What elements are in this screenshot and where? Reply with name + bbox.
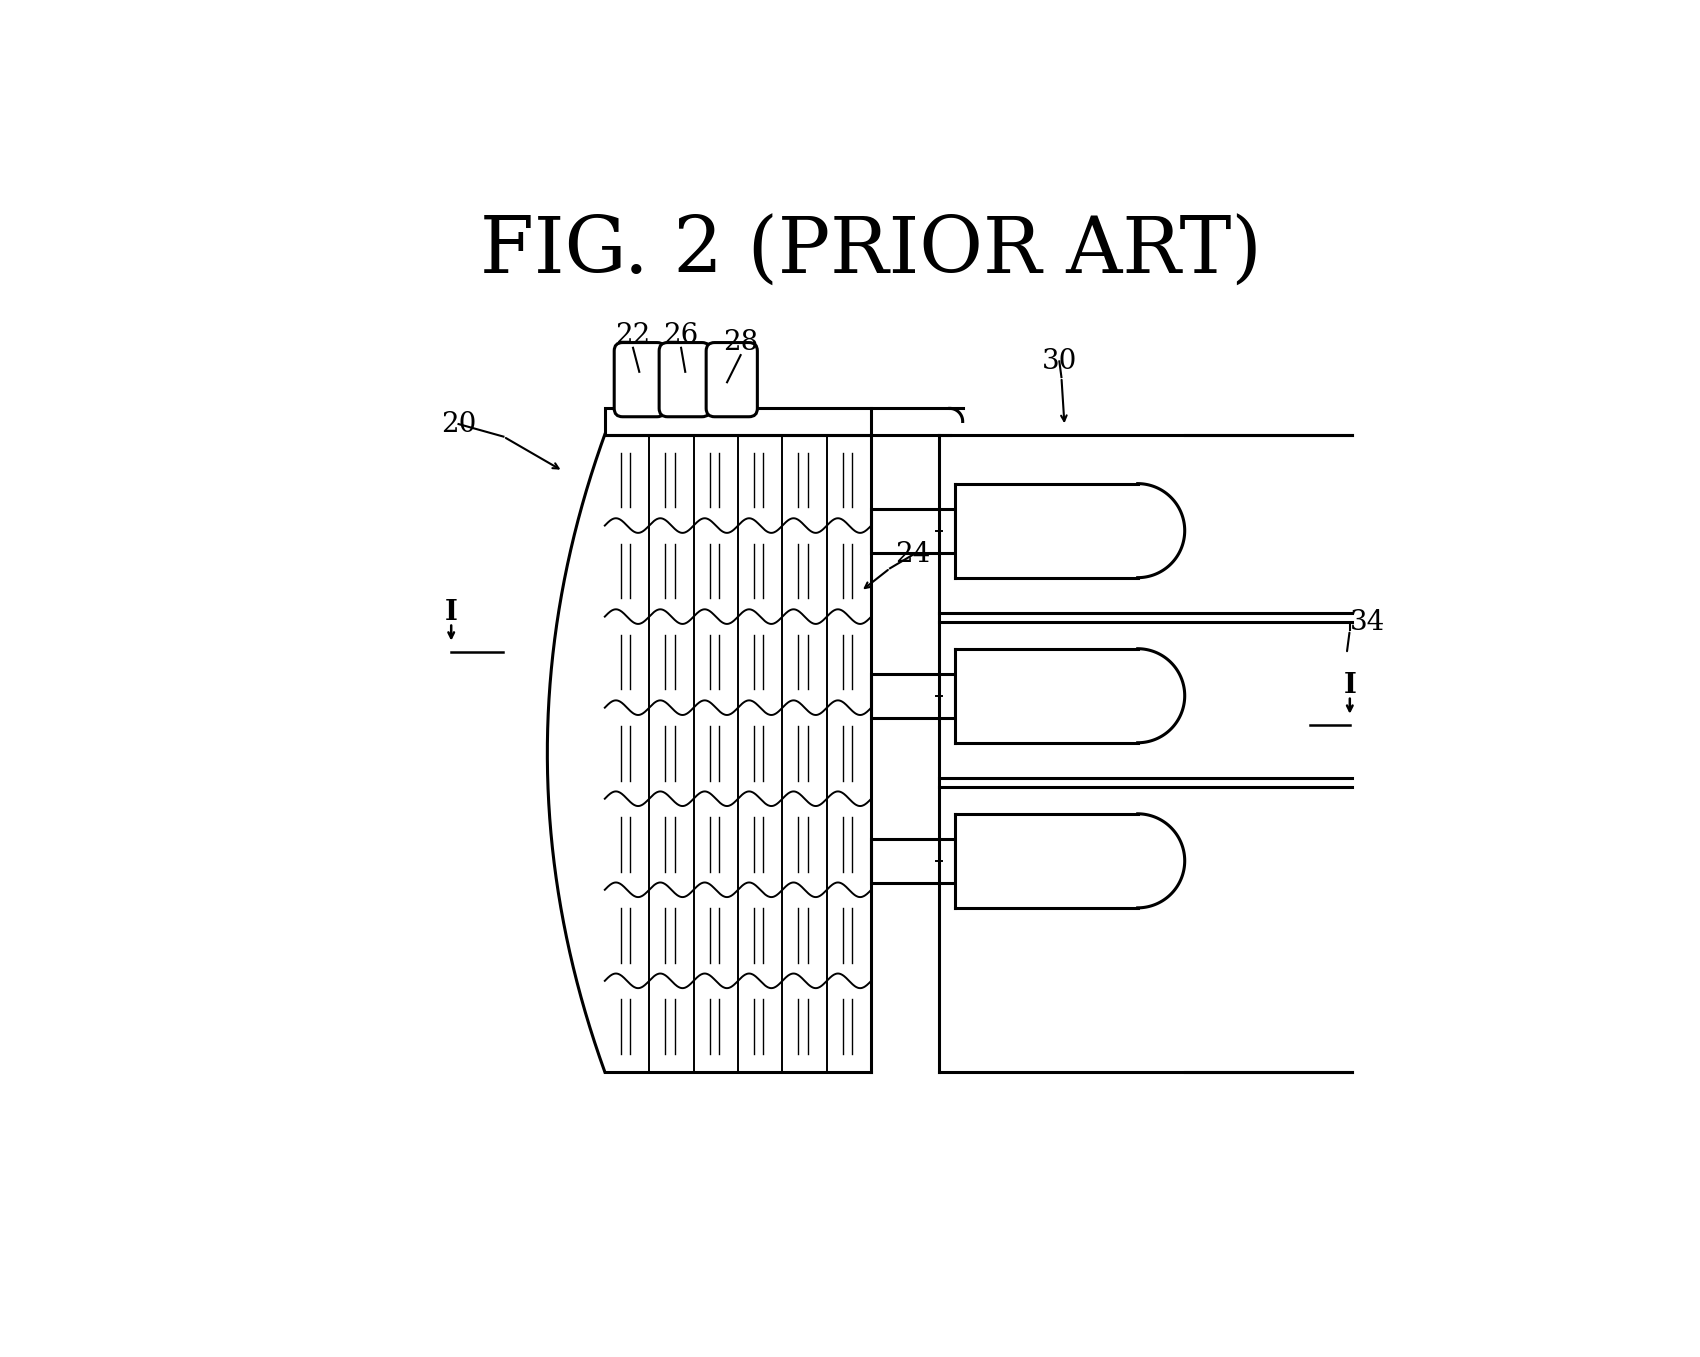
Text: 22: 22 (615, 322, 651, 349)
Text: I: I (1343, 672, 1357, 699)
Wedge shape (1137, 814, 1185, 908)
Bar (605, 434, 870, 1072)
Text: 34: 34 (1350, 609, 1385, 636)
FancyBboxPatch shape (614, 342, 665, 417)
Text: I: I (445, 598, 457, 626)
Text: FIG. 2 (PRIOR ART): FIG. 2 (PRIOR ART) (481, 214, 1261, 289)
Text: 28: 28 (722, 328, 758, 356)
Bar (938, 434, 1352, 1072)
Text: 26: 26 (663, 322, 699, 349)
FancyBboxPatch shape (706, 342, 758, 417)
Bar (955, 649, 1137, 742)
Text: 24: 24 (896, 541, 930, 569)
Text: 30: 30 (1042, 347, 1078, 375)
Polygon shape (547, 434, 605, 1072)
Bar (870, 839, 955, 883)
Bar (870, 509, 955, 552)
Wedge shape (1137, 483, 1185, 578)
Bar (605, 408, 870, 434)
Bar (955, 814, 1137, 908)
FancyBboxPatch shape (660, 342, 711, 417)
Wedge shape (1137, 649, 1185, 742)
Bar (870, 674, 955, 718)
Bar (955, 483, 1137, 578)
Text: 20: 20 (440, 411, 476, 437)
